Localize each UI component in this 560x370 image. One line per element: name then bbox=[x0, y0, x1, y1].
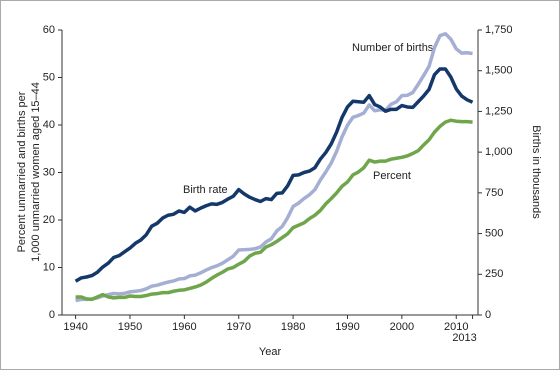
y2-tick-label: 1,500 bbox=[485, 65, 513, 77]
x-tick-label: 2000 bbox=[390, 321, 414, 333]
y-tick-label: 50 bbox=[43, 71, 55, 83]
series-line bbox=[75, 32, 473, 303]
x-tick-label: 1960 bbox=[172, 321, 196, 333]
y-tick-label: 60 bbox=[43, 24, 55, 36]
y-tick-label: 30 bbox=[43, 166, 55, 178]
y2-tick-label: 250 bbox=[485, 268, 503, 280]
series-line bbox=[74, 67, 474, 283]
annotation: Percent bbox=[373, 170, 411, 182]
y2-tick-label: 1,750 bbox=[485, 24, 513, 36]
y2-tick-label: 500 bbox=[485, 227, 503, 239]
y2-tick-label: 1,000 bbox=[485, 146, 513, 158]
y-tick-label: 10 bbox=[43, 261, 55, 273]
y-tick-label: 0 bbox=[49, 309, 55, 321]
x-tick-label: 2010 bbox=[444, 321, 468, 333]
y-tick-label: 20 bbox=[43, 214, 55, 226]
y-axis-title: Percent unmarried and births per bbox=[16, 91, 28, 252]
annotation: Birth rate bbox=[183, 184, 228, 196]
annotation: Number of births bbox=[352, 42, 434, 54]
x-tick-label: 1980 bbox=[281, 321, 305, 333]
y2-tick-label: 0 bbox=[485, 309, 491, 321]
y2-tick-label: 750 bbox=[485, 187, 503, 199]
y-tick-label: 40 bbox=[43, 119, 55, 131]
x-tick-label: 1990 bbox=[335, 321, 359, 333]
y2-axis-title: Births in thousands bbox=[530, 125, 542, 219]
x-tick-label: 1950 bbox=[118, 321, 142, 333]
y2-tick-label: 1,250 bbox=[485, 105, 513, 117]
y-axis-title: 1,000 unmarried women aged 15–44 bbox=[30, 82, 42, 262]
x-axis-title: Year bbox=[259, 346, 282, 358]
x-tick-label: 1940 bbox=[63, 321, 87, 333]
series-line bbox=[75, 118, 473, 302]
x-tick-label: 2013 bbox=[452, 332, 476, 344]
x-tick-label: 1970 bbox=[226, 321, 250, 333]
